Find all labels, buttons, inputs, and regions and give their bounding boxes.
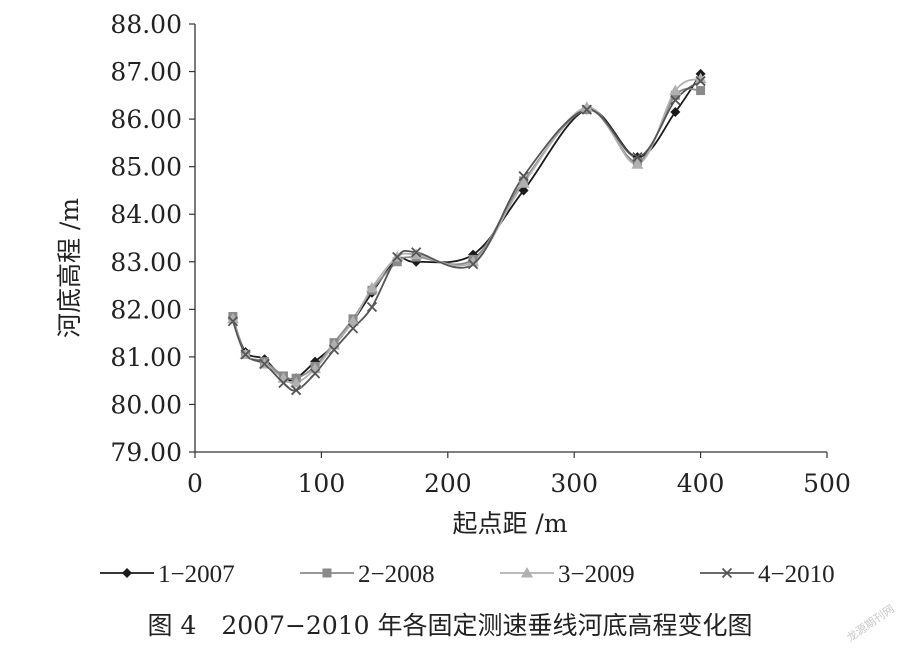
series-4-point xyxy=(632,152,643,163)
y-tick-label: 81.00 xyxy=(110,343,182,372)
series-4-point xyxy=(309,368,321,379)
series-4-point xyxy=(392,251,403,263)
y-axis-title: 河底高程 /m xyxy=(55,198,84,338)
series-4-point xyxy=(240,349,251,360)
series-1-point xyxy=(670,106,681,117)
series-4-point xyxy=(670,94,681,106)
series-3-point xyxy=(365,281,378,293)
axes xyxy=(189,23,828,458)
legend-label: 1−2007 xyxy=(158,561,235,588)
series-3-point xyxy=(694,72,707,84)
series-line-2 xyxy=(232,87,701,380)
series-4-point xyxy=(347,323,359,334)
x-tick-label: 0 xyxy=(187,469,203,498)
legend-marker xyxy=(721,567,733,579)
series-4-point xyxy=(518,171,529,182)
series-4-point xyxy=(259,358,270,370)
x-tick-label: 300 xyxy=(550,469,598,498)
series-lines xyxy=(232,73,702,392)
y-tick-label: 85.00 xyxy=(110,153,182,182)
series-2-point xyxy=(392,257,402,267)
series-3-point xyxy=(580,101,593,112)
x-tick-label: 100 xyxy=(298,469,346,498)
y-tick-label: 86.00 xyxy=(110,105,182,134)
series-4-point xyxy=(278,377,289,389)
series-4-point xyxy=(366,301,378,313)
x-tick-labels: 0 100 200 300 400 500 xyxy=(187,469,851,498)
series-4-point xyxy=(290,385,302,396)
series-line-1 xyxy=(232,73,702,382)
y-tick-labels: 79.00 80.00 81.00 82.00 83.00 84.00 85.00 86.00… xyxy=(110,10,182,467)
series-1-point xyxy=(518,185,529,196)
series-3-point xyxy=(517,177,530,188)
series-4-point xyxy=(581,104,592,115)
legend-marker xyxy=(521,567,533,578)
legend-marker xyxy=(322,568,332,578)
legend-label: 3−2009 xyxy=(558,561,635,588)
figure-caption: 图 4 2007−2010 年各固定测速垂线河底高程变化图 xyxy=(148,611,753,640)
series-3-point xyxy=(669,84,682,96)
series-4-point xyxy=(467,259,479,270)
series-2-point xyxy=(670,90,680,100)
series-3-point xyxy=(226,312,239,324)
legend: 1−2007 2−2008 3−2009 4−2010 xyxy=(100,561,835,588)
series-3-point xyxy=(631,158,644,169)
y-tick-label: 79.00 xyxy=(110,438,182,467)
watermark: 龙源期刊网 xyxy=(844,601,897,644)
x-tick-label: 500 xyxy=(803,469,851,498)
series-markers xyxy=(226,68,707,396)
legend-label: 2−2008 xyxy=(358,561,435,588)
y-tick-label: 83.00 xyxy=(110,248,182,277)
series-4-point xyxy=(328,344,340,355)
series-4-point xyxy=(411,247,422,258)
y-tick-label: 84.00 xyxy=(110,200,182,229)
series-3-point xyxy=(347,315,359,326)
series-3-point xyxy=(290,377,303,388)
series-3-point xyxy=(467,255,480,267)
series-line-3 xyxy=(232,77,701,385)
series-4-point xyxy=(695,75,706,87)
y-tick-label: 88.00 xyxy=(110,10,182,39)
legend-marker xyxy=(122,568,132,578)
x-axis-title: 起点距 /m xyxy=(452,509,567,538)
series-2-point xyxy=(696,86,706,96)
y-tick-label: 82.00 xyxy=(110,295,182,324)
y-tick-label: 80.00 xyxy=(110,390,182,419)
legend-label: 4−2010 xyxy=(758,561,835,588)
x-tick-label: 200 xyxy=(424,469,472,498)
x-tick-label: 400 xyxy=(677,469,725,498)
y-tick-label: 87.00 xyxy=(110,58,182,87)
series-line-4 xyxy=(232,80,702,392)
series-4-point xyxy=(227,316,239,327)
